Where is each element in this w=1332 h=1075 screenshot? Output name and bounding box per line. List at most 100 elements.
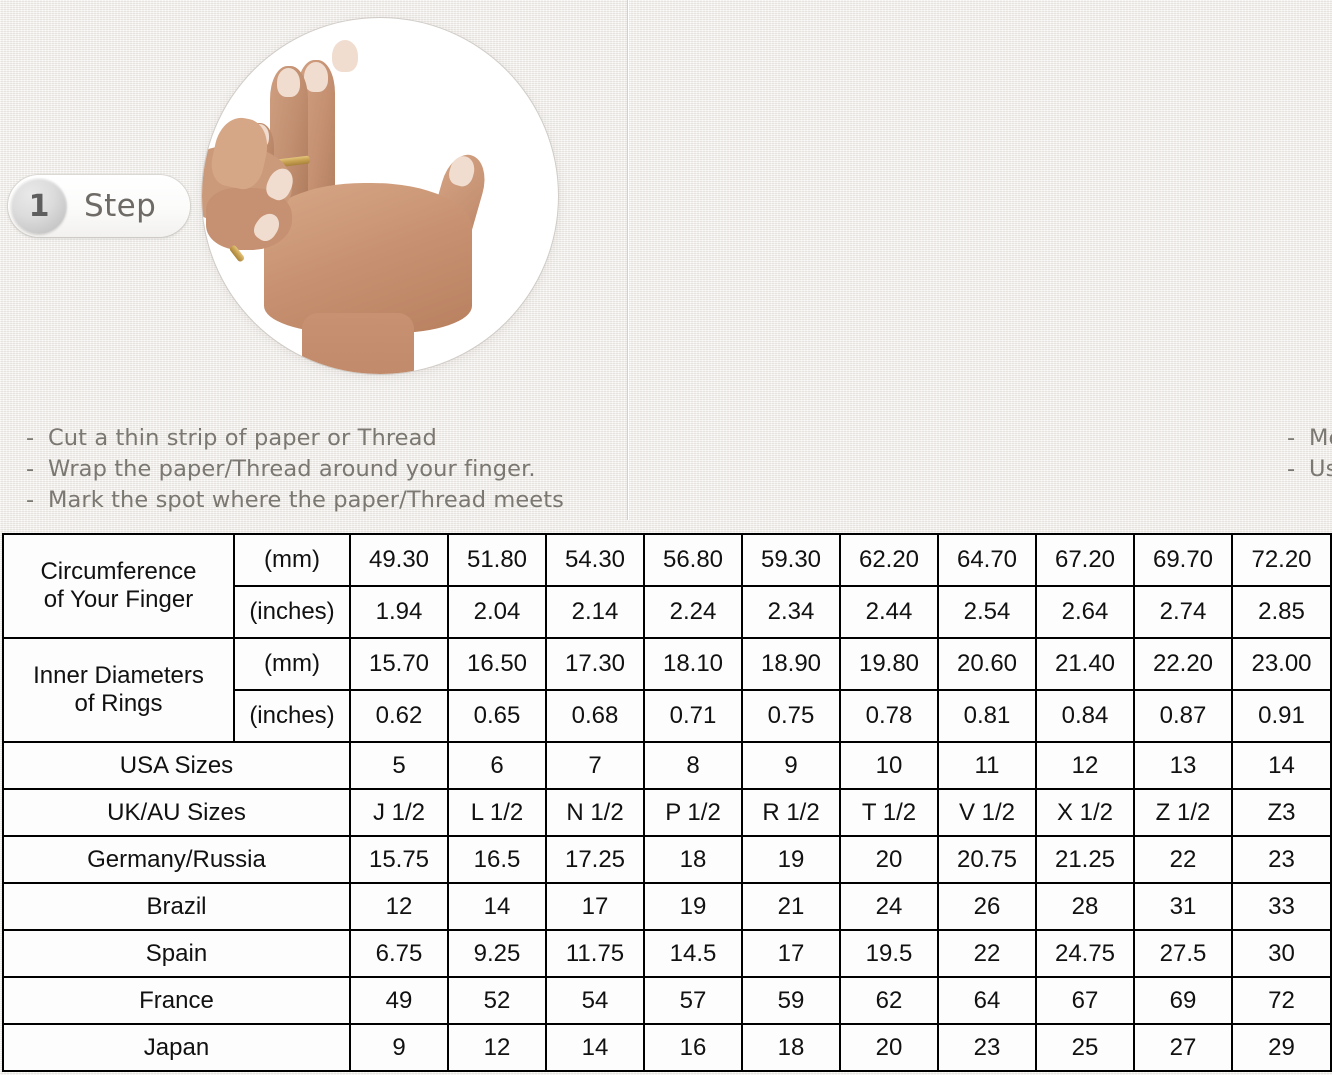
table-cell: 23 <box>937 1023 1037 1072</box>
table-cell: 31 <box>1133 882 1233 931</box>
row-header-circumference: Circumference of Your Finger <box>2 533 235 639</box>
table-cell: 6 <box>447 741 547 790</box>
list-item: -Measure the length of the thread with y… <box>1287 423 1332 454</box>
table-cell: L 1/2 <box>447 788 547 837</box>
list-item: - Cut a thin strip of paper or Thread <box>26 423 564 454</box>
table-cell: 10 <box>839 741 939 790</box>
table-cell: 2.14 <box>545 585 645 639</box>
table-cell: 19.5 <box>839 929 939 978</box>
table-cell: 2.85 <box>1231 585 1332 639</box>
table-row: Inner Diameters of Rings (mm) 15.70 16.5… <box>2 637 1332 743</box>
table-cell: 27 <box>1133 1023 1233 1072</box>
table-cell: R 1/2 <box>741 788 841 837</box>
table-cell: 59 <box>741 976 841 1025</box>
row-header-inner-diameters: Inner Diameters of Rings <box>2 637 235 743</box>
table-cell: 14.5 <box>643 929 743 978</box>
table-cell: 69.70 <box>1133 533 1233 587</box>
row-header-line-1: Inner Diameters <box>33 662 204 689</box>
instruction-text: Cut a thin strip of paper or Thread <box>48 425 437 451</box>
instruction-text: Measure the length of the thread with yo… <box>1309 425 1332 451</box>
table-cell: 67.20 <box>1035 533 1135 587</box>
table-cell: 19 <box>643 882 743 931</box>
table-cell: P 1/2 <box>643 788 743 837</box>
table-cell: 14 <box>1231 741 1332 790</box>
step-1-label: Step <box>84 188 157 224</box>
step-1-instructions: - Cut a thin strip of paper or Thread - Wr… <box>26 423 564 516</box>
table-cell: 0.68 <box>545 689 645 743</box>
table-cell: 7 <box>545 741 645 790</box>
row-header-uk-au-sizes: UK/AU Sizes <box>2 788 351 837</box>
unit-cell: (inches) <box>233 585 351 639</box>
table-cell: 15.70 <box>349 637 449 691</box>
table-cell: 72 <box>1231 976 1332 1025</box>
step-2-instructions: -Measure the length of the thread with y… <box>1287 423 1332 485</box>
table-cell: 18.10 <box>643 637 743 691</box>
table-cell: 59.30 <box>741 533 841 587</box>
table-cell: 20 <box>839 835 939 884</box>
table-cell: 12 <box>447 1023 547 1072</box>
unit-cell: (mm) <box>233 637 351 691</box>
table-cell: J 1/2 <box>349 788 449 837</box>
table-cell: 2.64 <box>1035 585 1135 639</box>
table-cell: 24.75 <box>1035 929 1135 978</box>
table-cell: 20.75 <box>937 835 1037 884</box>
table-cell: 0.91 <box>1231 689 1332 743</box>
unit-cell: (mm) <box>233 533 351 587</box>
list-item: -Use the following chart to determine yo… <box>1287 454 1332 485</box>
table-cell: 11 <box>937 741 1037 790</box>
table-row: Circumference of Your Finger (mm) 49.30 … <box>2 533 1332 639</box>
table-row: (inches) 1.94 2.04 2.14 2.24 2.34 2.44 2… <box>3 585 1332 639</box>
table-cell: 6.75 <box>349 929 449 978</box>
dash-bullet-icon: - <box>26 456 35 482</box>
table-cell: 19 <box>741 835 841 884</box>
unit-cell: (inches) <box>233 689 351 743</box>
table-cell: 64 <box>937 976 1037 1025</box>
table-cell: 54 <box>545 976 645 1025</box>
table-cell: Z3 <box>1231 788 1332 837</box>
table-cell: 52 <box>447 976 547 1025</box>
table-cell: 20 <box>839 1023 939 1072</box>
dash-bullet-icon: - <box>1287 456 1296 482</box>
table-cell: 0.81 <box>937 689 1037 743</box>
table-cell: 19.80 <box>839 637 939 691</box>
dash-bullet-icon: - <box>26 487 35 513</box>
table-cell: 22 <box>1133 835 1233 884</box>
table-cell: N 1/2 <box>545 788 645 837</box>
table-cell: 5 <box>349 741 449 790</box>
table-cell: 17 <box>741 929 841 978</box>
table-cell: 67 <box>1035 976 1135 1025</box>
table-cell: 14 <box>545 1023 645 1072</box>
table-cell: 56.80 <box>643 533 743 587</box>
table-cell: 27.5 <box>1133 929 1233 978</box>
row-header-germany-russia: Germany/Russia <box>2 835 351 884</box>
ring-size-table: Circumference of Your Finger (mm) 49.30 … <box>2 533 1332 1072</box>
table-cell: 17.30 <box>545 637 645 691</box>
table-cell: 23 <box>1231 835 1332 884</box>
table-cell: 18 <box>741 1023 841 1072</box>
table-row: Japan 9 12 14 16 18 20 23 25 27 29 <box>2 1023 1332 1072</box>
row-header-line-2: of Rings <box>74 690 163 717</box>
table-cell: 24 <box>839 882 939 931</box>
table-cell: 0.65 <box>447 689 547 743</box>
table-cell: 11.75 <box>545 929 645 978</box>
step-2-panel: 1 2 3 MADE IN INDIA 2 Step -Measure the … <box>629 0 1332 530</box>
table-cell: 49 <box>349 976 449 1025</box>
table-cell: 64.70 <box>937 533 1037 587</box>
table-cell: Z 1/2 <box>1133 788 1233 837</box>
row-header-france: France <box>2 976 351 1025</box>
table-cell: 8 <box>643 741 743 790</box>
table-row: Brazil 12 14 17 19 21 24 26 28 31 33 <box>2 882 1332 931</box>
table-cell: 0.75 <box>741 689 841 743</box>
table-cell: 22.20 <box>1133 637 1233 691</box>
row-header-line-2: of Your Finger <box>43 586 194 613</box>
table-row: USA Sizes 5 6 7 8 9 10 11 12 13 14 <box>2 741 1332 790</box>
table-cell: 0.71 <box>643 689 743 743</box>
table-cell: 12 <box>1035 741 1135 790</box>
table-cell: 69 <box>1133 976 1233 1025</box>
table-body: Circumference of Your Finger (mm) 49.30 … <box>2 533 1332 1072</box>
table-cell: 29 <box>1231 1023 1332 1072</box>
table-cell: T 1/2 <box>839 788 939 837</box>
table-cell: 9 <box>349 1023 449 1072</box>
table-cell: 33 <box>1231 882 1332 931</box>
panel-divider <box>628 0 629 520</box>
